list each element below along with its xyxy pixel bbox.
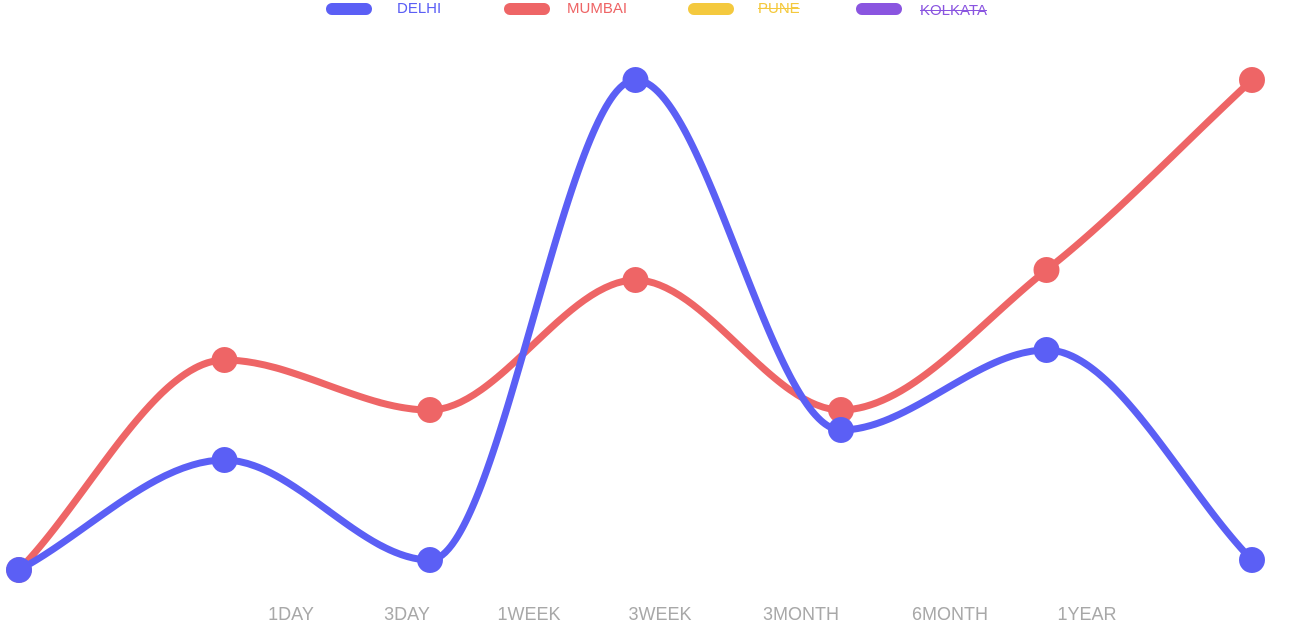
- legend-swatch-delhi: [326, 3, 372, 15]
- series-layer: [6, 67, 1265, 583]
- x-tick-label-4: 3MONTH: [763, 604, 839, 620]
- data-point-delhi-2[interactable]: [417, 547, 443, 573]
- data-point-mumbai-1[interactable]: [211, 347, 238, 373]
- data-point-delhi-0[interactable]: [6, 557, 32, 583]
- legend-swatch-kolkata: [856, 3, 902, 15]
- x-tick-label-0: 1DAY: [268, 604, 314, 620]
- data-point-delhi-6[interactable]: [1239, 547, 1265, 573]
- data-point-mumbai-6[interactable]: [1239, 67, 1265, 93]
- legend-label-pune: PUNE: [758, 0, 800, 17]
- legend-label-mumbai: MUMBAI: [567, 0, 627, 17]
- data-point-mumbai-2[interactable]: [417, 397, 443, 423]
- series-line-mumbai: [15, 76, 1256, 574]
- data-point-mumbai-3[interactable]: [622, 267, 649, 293]
- legend-label-kolkata: KOLKATA: [920, 2, 987, 19]
- legend-label-delhi: DELHI: [397, 0, 442, 17]
- series-mumbai: [6, 67, 1265, 583]
- x-tick-label-3: 3WEEK: [628, 604, 691, 620]
- x-tick-label-6: 1YEAR: [1057, 604, 1116, 620]
- legend-swatch-mumbai: [504, 3, 550, 15]
- series-line-delhi: [15, 76, 1256, 574]
- data-point-delhi-5[interactable]: [1033, 337, 1060, 363]
- data-point-delhi-4[interactable]: [828, 417, 854, 443]
- x-tick-label-2: 1WEEK: [497, 604, 560, 620]
- data-point-mumbai-4[interactable]: [828, 397, 854, 423]
- x-tick-label-1: 3DAY: [384, 604, 430, 620]
- x-axis-ticks: 1DAY 3DAY 1WEEK 3WEEK 3MONTH 6MONTH 1YEAR: [268, 604, 1116, 620]
- series-delhi: [6, 67, 1265, 583]
- data-point-delhi-1[interactable]: [211, 447, 238, 473]
- x-tick-label-5: 6MONTH: [912, 604, 988, 620]
- data-point-delhi-3[interactable]: [622, 67, 649, 93]
- legend-swatch-pune: [688, 3, 734, 15]
- chart-legend: DELHI MUMBAI PUNE KOLKATA: [0, 0, 1292, 24]
- data-point-mumbai-5[interactable]: [1033, 257, 1060, 283]
